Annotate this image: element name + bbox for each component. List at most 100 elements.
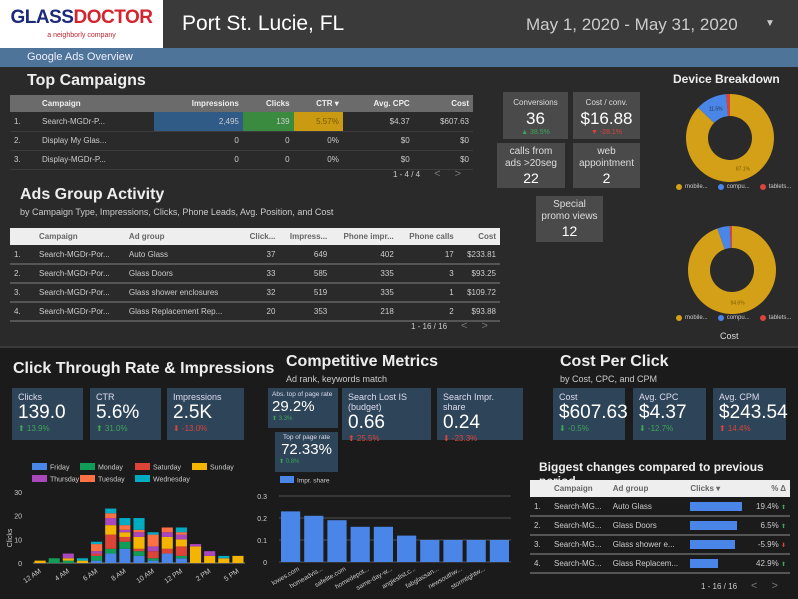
table-cell: $0: [342, 131, 414, 151]
ctr-section-title: Click Through Rate & Impressions: [13, 360, 275, 377]
col-cost[interactable]: Cost: [413, 95, 473, 112]
legend-dot-icon: [717, 315, 724, 321]
abs-top-page-rate-scorecard: Abs. top of page rate 29.2% ⬆ 3.3%: [268, 388, 338, 428]
chevron-down-icon[interactable]: ▼: [765, 18, 775, 29]
label: Clicks: [18, 392, 42, 402]
table-row[interactable]: 2. Display My Glas... 0 0 0% $0 $0: [10, 131, 473, 151]
col-campaign[interactable]: Campaign: [35, 228, 125, 245]
y-tick-label: 0.3: [257, 494, 267, 501]
next-page-button[interactable]: >: [454, 168, 461, 180]
next-page-button[interactable]: >: [771, 580, 778, 592]
col-ad-group[interactable]: Ad group: [124, 228, 241, 245]
table-row[interactable]: 3. Display-MGDr-P... 0 0 0% $0 $0: [10, 150, 473, 170]
pct-value: 6.5%: [760, 521, 779, 530]
change: ⬆ 0.8%: [279, 459, 300, 465]
cost-per-conversion-scorecard: Cost / conv. $16.88 ▼ -28.1%: [573, 92, 640, 139]
bar-segment-sunday: [175, 539, 187, 547]
y-tick-label: 30: [14, 490, 22, 497]
prev-page-button[interactable]: <: [434, 168, 441, 180]
pager-text: 1 - 16 / 16: [411, 322, 448, 331]
col-campaign[interactable]: Campaign: [38, 95, 155, 112]
next-page-button[interactable]: >: [481, 320, 488, 332]
x-tick-label: 6 AM: [82, 568, 99, 583]
legend-item[interactable]: mobile...: [676, 315, 708, 321]
col-avg-cpc[interactable]: Avg. CPC: [342, 95, 414, 112]
ads-group-pager: 1 - 16 / 16 < >: [411, 320, 488, 332]
table-cell: 0%: [293, 150, 343, 170]
table-cell: 3: [397, 264, 458, 284]
ads-group-subtitle: by Campaign Type, Impressions, Clicks, P…: [20, 207, 334, 217]
table-cell: 33: [240, 264, 280, 284]
table-row[interactable]: 2. Search-MG... Glass Doors 6.5% ⬆: [530, 516, 790, 536]
table-row[interactable]: 1. Search-MGDr-Por... Auto Glass 37 649 402 17…: [10, 245, 500, 265]
bar-segment-saturday: [161, 548, 173, 554]
clicks-bar: [690, 559, 719, 568]
col-pct-change[interactable]: % Δ: [749, 480, 790, 497]
date-range-picker[interactable]: May 1, 2020 - May 31, 2020: [526, 15, 738, 34]
col-phone-impr[interactable]: Phone impr...: [331, 228, 398, 245]
bar: [420, 540, 440, 562]
value: 139.0: [18, 402, 66, 423]
prev-page-button[interactable]: <: [461, 320, 468, 332]
table-row[interactable]: 1. Search-MGDr-P... 2,495 139 5.57% $4.37 $607…: [10, 112, 473, 132]
col-cost[interactable]: Cost: [457, 228, 500, 245]
col-impressions[interactable]: Impress...: [279, 228, 332, 245]
table-row[interactable]: 4. Search-MG... Glass Replacem... 42.9% …: [530, 554, 790, 574]
clicks-bar-cell: [686, 516, 750, 536]
table-cell: 585: [279, 264, 332, 284]
x-tick-label: 5 PM: [223, 568, 241, 583]
legend-item[interactable]: tablets...: [759, 184, 791, 190]
bar-segment-sunday: [119, 532, 131, 537]
legend-swatch: [192, 463, 207, 470]
table-cell: 0: [242, 150, 294, 170]
prev-page-button[interactable]: <: [751, 580, 758, 592]
label: web appointment: [578, 146, 635, 169]
col-impressions[interactable]: Impressions: [154, 95, 243, 112]
table-row[interactable]: 1. Search-MG... Auto Glass 19.4% ⬆: [530, 497, 790, 517]
bar-segment-wednesday: [175, 527, 187, 533]
impr-share-chart: Impr. share00.10.20.3lowes.comhomeadvis.…: [257, 476, 511, 592]
col-clicks[interactable]: Click...: [240, 228, 280, 245]
col-clicks[interactable]: Clicks: [242, 95, 294, 112]
bar-segment-thursday: [105, 518, 117, 526]
bar-segment-wednesday: [105, 508, 117, 514]
table-cell: 335: [331, 283, 398, 303]
competitive-subtitle: Ad rank, keywords match: [286, 374, 388, 384]
legend-item[interactable]: compu...: [717, 315, 750, 321]
col-clicks[interactable]: Clicks ▾: [686, 480, 750, 497]
legend-item[interactable]: tablets...: [759, 315, 791, 321]
bar-segment-wednesday: [133, 518, 145, 530]
y-tick-label: 0: [18, 561, 22, 568]
bar-segment-thursday: [62, 553, 74, 559]
table-row[interactable]: 3. Search-MGDr-Por... Glass shower enclosu…: [10, 283, 500, 303]
table-row[interactable]: 3. Search-MG... Glass shower e... -5.9% …: [530, 535, 790, 555]
legend-item[interactable]: mobile...: [676, 184, 708, 190]
legend-label: Saturday: [153, 465, 182, 472]
bar-segment-monday: [105, 548, 117, 554]
col-campaign[interactable]: Campaign: [550, 480, 609, 497]
table-cell: Glass Doors: [124, 264, 241, 284]
bar-segment-thursday: [119, 529, 131, 533]
arrow-up-icon: ⬆: [780, 524, 786, 530]
legend-item[interactable]: compu...: [717, 184, 750, 190]
bar-segment-thursday: [161, 532, 173, 537]
bar-segment-sunday: [189, 546, 202, 563]
col-ctr[interactable]: CTR ▾: [293, 95, 343, 112]
x-tick-label: 8 AM: [110, 568, 127, 583]
clicks-by-hour-chart: Friday Monday Saturday Sunday Thursday Tuesda…: [7, 463, 245, 585]
table-row[interactable]: 2. Search-MGDr-Por... Glass Doors 33 585 335 3…: [10, 264, 500, 284]
bar: [443, 540, 463, 562]
table-row[interactable]: 4. Search-MGDr-Por... Glass Replacement Re…: [10, 302, 500, 322]
clicks-bar: [690, 501, 743, 511]
col-phone-calls[interactable]: Phone calls: [397, 228, 458, 245]
y-tick-label: 20: [14, 514, 22, 521]
table-cell: $0: [413, 150, 473, 170]
y-tick-label: 10: [14, 537, 22, 544]
legend-label: mobile...: [685, 315, 708, 321]
col-ad-group[interactable]: Ad group: [608, 480, 687, 497]
change: ⬆ 3.3%: [272, 416, 293, 422]
value: 2.5K: [173, 402, 213, 423]
tab-google-ads-overview[interactable]: Google Ads Overview: [27, 51, 133, 63]
table-cell: 1: [397, 283, 458, 303]
cpc-subtitle: by Cost, CPC, and CPM: [560, 374, 658, 384]
